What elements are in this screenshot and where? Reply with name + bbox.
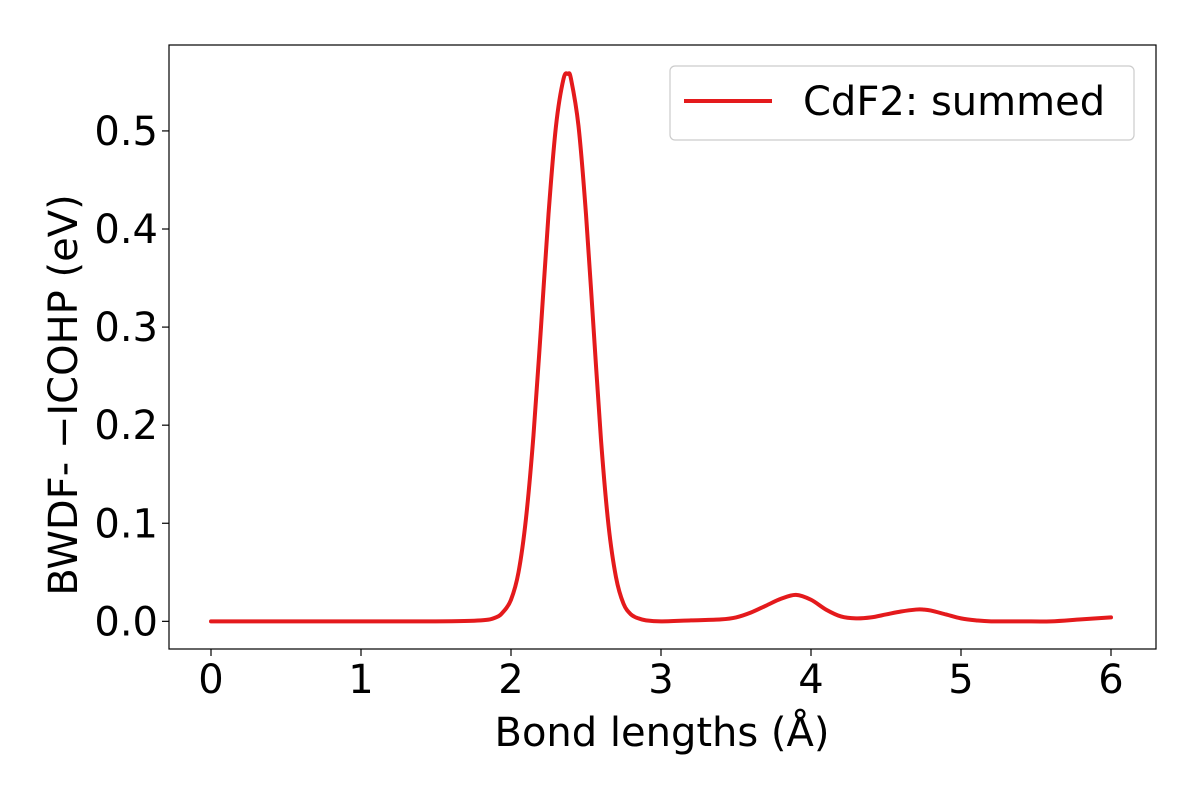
x-tick-label: 0 — [198, 657, 223, 703]
x-axis-ticks: 0 1 2 3 4 5 6 — [198, 649, 1124, 703]
legend: CdF2: summed — [669, 65, 1135, 141]
y-tick-label: 0.1 — [94, 501, 158, 547]
y-tick-label: 0.5 — [94, 109, 158, 155]
x-tick-label: 2 — [498, 657, 523, 703]
legend-label: CdF2: summed — [803, 79, 1105, 125]
legend-box — [669, 65, 1135, 141]
x-tick-label: 3 — [648, 657, 673, 703]
x-tick-label: 5 — [948, 657, 973, 703]
y-tick-label: 0.2 — [94, 403, 158, 449]
series-layer — [209, 71, 1113, 624]
y-tick-label: 0.0 — [94, 599, 158, 645]
x-tick-label: 1 — [348, 657, 373, 703]
x-axis-label: Bond lengths (Å) — [495, 708, 830, 756]
y-tick-label: 0.3 — [94, 305, 158, 351]
plot-area-frame — [168, 44, 1157, 650]
y-tick-label: 0.4 — [94, 207, 158, 253]
y-axis-ticks: 0.0 0.1 0.2 0.3 0.4 0.5 — [94, 109, 169, 645]
x-tick-label: 4 — [798, 657, 823, 703]
series-line-0 — [209, 71, 1113, 624]
x-tick-label: 6 — [1098, 657, 1123, 703]
y-axis-label: BWDF- −ICOHP (eV) — [41, 194, 87, 595]
